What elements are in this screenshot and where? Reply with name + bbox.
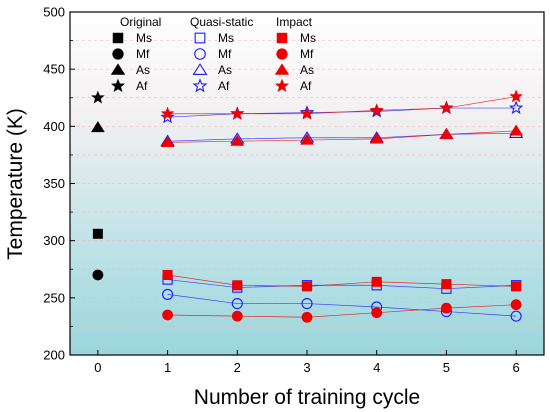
legend-marker-impact-mf xyxy=(276,48,288,60)
impact-ms-point xyxy=(371,276,382,287)
impact-af-point xyxy=(160,106,175,120)
legend-title-impact: Impact xyxy=(276,15,313,29)
legend-label-impact-af: Af xyxy=(300,79,312,93)
impact-af-point xyxy=(439,100,454,114)
original-ms-point xyxy=(92,228,103,239)
x-tick-label: 2 xyxy=(234,360,241,375)
impact-as-point xyxy=(300,133,314,145)
impact-mf-point xyxy=(510,299,522,311)
quasi-static-mf-line xyxy=(167,294,517,317)
impact-as-point xyxy=(230,134,245,146)
impact-ms-point xyxy=(162,269,173,280)
legend-marker-original-as xyxy=(110,63,126,75)
x-tick-label: 3 xyxy=(303,360,310,375)
y-tick-label: 400 xyxy=(43,119,65,134)
legend-marker-impact-af xyxy=(274,78,290,92)
legend: Original Ms Mf As Af Quasi-static Ms Mf As Af Impa… xyxy=(110,15,316,93)
legend-title-quasi-static: Quasi-static xyxy=(190,15,253,29)
x-tick-label: 4 xyxy=(373,360,380,375)
legend-marker-original-ms xyxy=(112,32,124,44)
y-tick-label: 450 xyxy=(43,62,65,77)
legend-label-impact-ms: Ms xyxy=(300,31,316,45)
y-tick-label: 250 xyxy=(43,290,65,305)
legend-marker-impact-as xyxy=(274,63,290,75)
x-tick-label: 6 xyxy=(513,360,520,375)
impact-ms-point xyxy=(441,279,452,290)
impact-ms-point xyxy=(301,281,312,292)
quasi-static-af-point xyxy=(160,109,175,124)
data-markers xyxy=(90,89,524,323)
impact-ms-point xyxy=(232,280,243,291)
x-tick-label: 1 xyxy=(164,360,171,375)
series-lines xyxy=(167,96,517,318)
original-af-point xyxy=(91,90,105,104)
y-tick-label: 300 xyxy=(43,233,65,248)
legend-label-quasi-static-ms: Ms xyxy=(218,31,234,45)
impact-as-point xyxy=(369,132,384,144)
legend-marker-quasi-static-ms xyxy=(194,32,206,44)
legend-label-original-as: As xyxy=(136,63,150,77)
impact-af-point xyxy=(509,89,523,103)
impact-mf-line xyxy=(167,304,517,318)
legend-marker-quasi-static-as xyxy=(192,63,208,75)
impact-as-point xyxy=(439,127,454,139)
quasi-static-mf-point xyxy=(510,310,522,322)
legend-label-quasi-static-mf: Mf xyxy=(218,47,232,61)
legend-marker-original-af xyxy=(110,78,126,92)
legend-marker-quasi-static-mf xyxy=(194,48,206,60)
impact-mf-point xyxy=(301,311,313,323)
impact-af-point xyxy=(300,106,314,120)
legend-label-original-mf: Mf xyxy=(136,47,150,61)
impact-mf-point xyxy=(371,307,383,319)
legend-marker-quasi-static-af xyxy=(192,78,208,93)
quasi-static-mf-point xyxy=(231,297,243,310)
legend-title-original: Original xyxy=(120,15,161,29)
quasi-static-af-point xyxy=(508,100,524,115)
legend-marker-original-mf xyxy=(112,48,124,60)
impact-mf-point xyxy=(162,309,173,321)
legend-marker-impact-ms xyxy=(276,32,288,44)
legend-label-original-ms: Ms xyxy=(136,31,152,45)
axis-ticks: 200 250 300 350 400 450 500 0 1 2 3 4 5 6 xyxy=(43,5,519,376)
quasi-static-as-line xyxy=(167,132,517,142)
impact-af-point xyxy=(369,103,384,117)
x-tick-label: 5 xyxy=(443,360,450,375)
impact-mf-point xyxy=(231,310,243,322)
original-mf-point xyxy=(92,269,104,281)
impact-af-point xyxy=(230,106,245,120)
quasi-static-mf-point xyxy=(301,297,313,310)
x-tick-label: 0 xyxy=(94,360,101,375)
quasi-static-ms-line xyxy=(167,279,517,290)
y-tick-label: 350 xyxy=(43,176,65,191)
impact-ms-point xyxy=(511,281,522,292)
y-axis-title: Temperature (K) xyxy=(4,108,27,260)
x-axis-title: Number of training cycle xyxy=(194,386,420,409)
legend-label-impact-as: As xyxy=(300,63,314,77)
impact-as-line xyxy=(167,130,517,143)
impact-af-line xyxy=(167,96,517,115)
legend-label-quasi-static-af: Af xyxy=(218,79,230,93)
y-tick-label: 200 xyxy=(43,348,65,363)
impact-mf-point xyxy=(441,302,452,314)
quasi-static-mf-point xyxy=(162,288,174,300)
legend-label-quasi-static-as: As xyxy=(218,63,232,77)
legend-label-original-af: Af xyxy=(136,79,148,93)
original-as-point xyxy=(90,121,105,133)
impact-ms-line xyxy=(167,274,517,287)
legend-label-impact-mf: Mf xyxy=(300,47,314,61)
impact-as-point xyxy=(160,135,175,147)
impact-as-point xyxy=(509,124,524,136)
y-tick-label: 500 xyxy=(43,5,65,20)
gridlines xyxy=(70,40,544,327)
